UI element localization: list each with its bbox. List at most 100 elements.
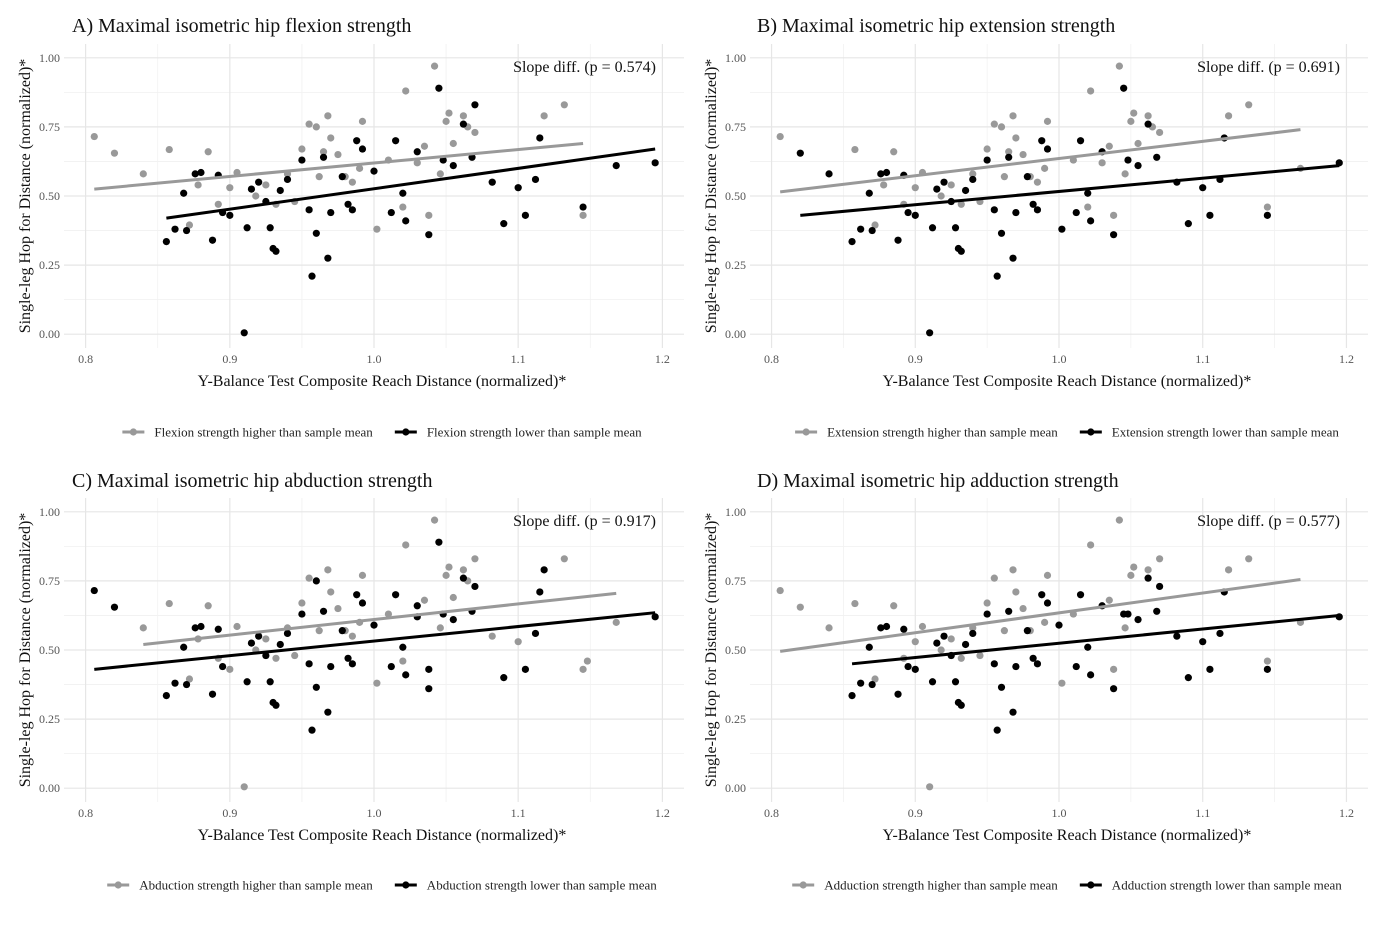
data-point <box>651 159 659 167</box>
data-point <box>208 690 217 698</box>
data-point <box>911 638 919 646</box>
data-point <box>890 602 898 610</box>
data-point <box>1087 671 1095 679</box>
y-tick-label: 0.25 <box>725 712 746 726</box>
data-point <box>904 662 912 671</box>
data-point <box>312 577 320 585</box>
data-point <box>612 618 620 626</box>
data-point <box>373 225 381 233</box>
data-point <box>1038 591 1046 599</box>
data-point <box>449 139 457 148</box>
data-point <box>1012 588 1020 596</box>
data-point <box>776 132 784 141</box>
data-point <box>1124 156 1132 164</box>
data-point <box>194 181 202 189</box>
data-point <box>918 622 927 631</box>
data-point <box>308 272 316 280</box>
data-point <box>353 591 361 599</box>
legend-label: Extension strength higher than sample me… <box>827 425 1058 440</box>
x-tick-label: 1.0 <box>1052 352 1067 366</box>
data-point <box>926 329 934 337</box>
data-point <box>1012 134 1020 142</box>
x-tick-label: 1.2 <box>655 352 670 366</box>
data-point <box>1005 153 1013 161</box>
data-point <box>425 685 433 693</box>
data-point <box>399 203 407 211</box>
data-point <box>197 168 205 177</box>
data-point <box>358 599 367 607</box>
data-point <box>871 221 879 229</box>
data-point <box>583 657 591 665</box>
data-point <box>1263 203 1271 211</box>
legend-label: Flexion strength higher than sample mean <box>154 425 373 440</box>
legend-label: Abduction strength lower than sample mea… <box>427 878 657 893</box>
data-point <box>425 211 433 219</box>
data-point <box>937 192 945 200</box>
data-point <box>894 690 902 698</box>
data-point <box>868 680 876 689</box>
y-tick-label: 0.25 <box>725 258 746 272</box>
data-point <box>392 591 400 599</box>
data-point <box>272 701 280 709</box>
legend-item-lower: Abduction strength lower than sample mea… <box>394 878 657 893</box>
data-point <box>1076 591 1085 599</box>
data-point <box>298 610 306 618</box>
data-point <box>1120 84 1128 92</box>
data-point <box>1038 137 1046 145</box>
data-point <box>319 148 328 156</box>
data-point <box>459 574 467 582</box>
data-point <box>1012 208 1020 217</box>
data-point <box>865 189 873 197</box>
y-tick-label: 0.25 <box>39 258 60 272</box>
data-point <box>904 208 912 217</box>
data-point <box>471 555 479 563</box>
series-higher <box>776 516 1305 791</box>
data-point <box>358 145 367 153</box>
data-point <box>165 145 173 154</box>
data-point <box>983 599 991 607</box>
data-point <box>348 206 356 214</box>
data-point <box>848 238 856 246</box>
data-point <box>1009 112 1017 120</box>
data-point <box>298 156 306 164</box>
data-point <box>937 646 945 654</box>
data-point <box>579 203 587 211</box>
data-point <box>110 149 119 157</box>
data-point <box>928 678 937 686</box>
data-point <box>536 588 544 596</box>
data-point <box>255 632 263 640</box>
data-point <box>612 162 620 170</box>
data-point <box>305 206 313 214</box>
y-tick-label: 0.50 <box>39 643 60 657</box>
data-point <box>399 657 407 665</box>
data-point <box>1134 139 1142 148</box>
data-point <box>1127 571 1135 579</box>
data-point <box>1206 211 1214 219</box>
data-point <box>1224 112 1233 120</box>
y-tick-label: 0.50 <box>39 189 60 203</box>
x-tick-label: 0.9 <box>222 806 237 820</box>
data-point <box>1058 225 1066 233</box>
data-point <box>139 624 147 632</box>
legend-item-lower: Extension strength lower than sample mea… <box>1079 425 1339 440</box>
data-point <box>262 181 270 189</box>
data-point <box>247 185 256 193</box>
data-point <box>90 586 98 595</box>
trend-line-higher <box>143 591 617 646</box>
data-point <box>233 622 241 631</box>
data-point <box>324 708 332 716</box>
data-point <box>262 651 270 660</box>
data-point <box>951 678 960 686</box>
data-point <box>255 178 263 186</box>
data-point <box>402 87 410 95</box>
data-point <box>880 181 888 189</box>
data-point <box>531 175 540 184</box>
data-point <box>1029 200 1037 208</box>
x-tick-label: 1.1 <box>1195 352 1210 366</box>
trend-line-lower <box>851 613 1340 666</box>
data-point <box>969 170 977 178</box>
data-point <box>1087 217 1095 225</box>
data-point <box>993 726 1001 734</box>
data-point <box>298 145 306 153</box>
data-point <box>540 112 548 120</box>
